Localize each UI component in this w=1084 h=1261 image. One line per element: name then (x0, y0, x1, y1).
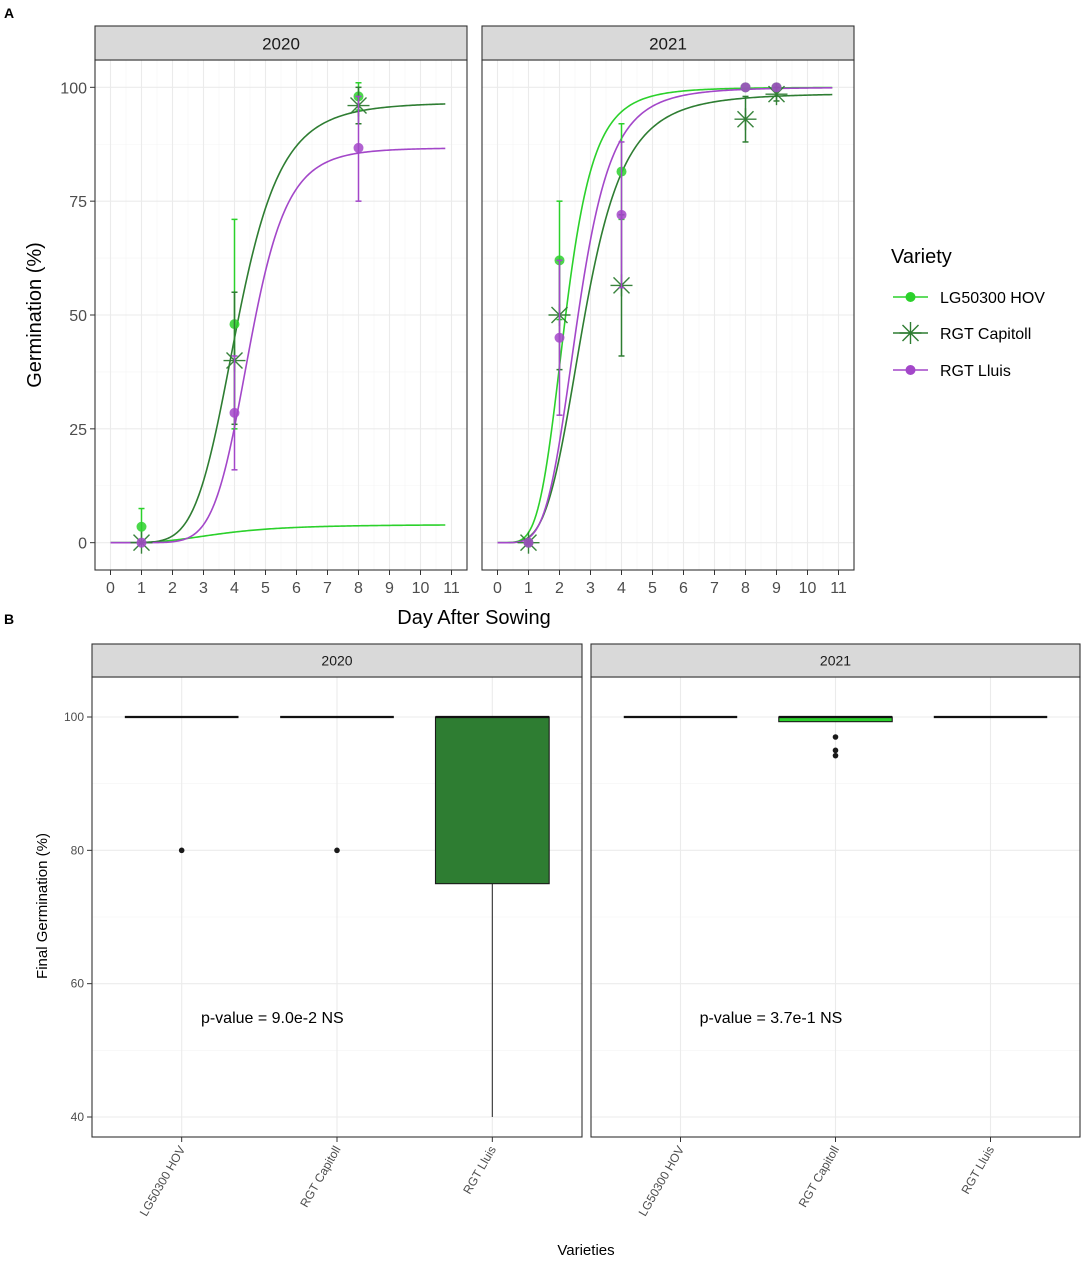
x-axis: 0 1 2 3 4 5 6 7 8 9 10 11 (106, 570, 460, 597)
legend-label: LG50300 HOV (940, 290, 1045, 307)
x-tick-label: 3 (199, 580, 208, 597)
legend-label: RGT Capitoll (940, 326, 1031, 343)
p-value-annotation: p-value = 9.0e-2 NS (201, 1010, 344, 1027)
facet-strip-label: 2021 (820, 653, 851, 669)
x-tick-label: 0 (493, 580, 502, 597)
data-point (229, 407, 240, 418)
x-axis-title: Varieties (557, 1242, 614, 1259)
y-tick-label: 100 (64, 710, 84, 724)
data-layer (497, 82, 833, 554)
data-point (616, 209, 627, 220)
x-tick-label: 6 (292, 580, 301, 597)
legend-key-marker (905, 365, 916, 375)
x-tick-label: 3 (586, 580, 595, 597)
box (434, 716, 550, 885)
legend-keys (893, 292, 928, 375)
x-tick-label: 1 (137, 580, 146, 597)
data-point (136, 537, 147, 548)
outlier-point (178, 847, 185, 854)
x-tick-label: 8 (354, 580, 363, 597)
y-tick-label: 50 (69, 308, 87, 325)
y-axis-title: Final Germination (%) (34, 833, 51, 979)
y-axis: 0 25 50 75 100 (60, 80, 95, 553)
x-tick-label: 0 (106, 580, 115, 597)
x-tick-label: 5 (261, 580, 270, 597)
x-tick-label: 2 (555, 580, 564, 597)
panel-tag-a: A (4, 5, 14, 21)
x-tick-label: 8 (741, 580, 750, 597)
facet-2021: 2021 0 1 2 3 4 5 6 7 8 9 10 11 (481, 25, 855, 597)
y-tick-label: 40 (71, 1110, 85, 1124)
y-tick-label: 100 (60, 80, 87, 97)
legend-title: Variety (891, 246, 952, 268)
x-tick-label: 9 (772, 580, 781, 597)
y-tick-label: 25 (69, 422, 87, 439)
x-tick-label: 11 (443, 580, 460, 597)
x-tick-label: 11 (830, 580, 847, 597)
data-layer (124, 715, 550, 1117)
data-point (734, 108, 757, 131)
facet-strip (481, 25, 855, 61)
facet-2020: 2020 0 1 2 3 4 5 6 7 8 9 10 11 (94, 25, 468, 597)
facet-strip-label: 2021 (649, 35, 687, 54)
y-axis: 40 60 80 100 (64, 710, 92, 1124)
facet-strip-label: 2020 (321, 653, 352, 669)
fitted-curve (110, 524, 446, 544)
x-axis: 0 1 2 3 4 5 6 7 8 9 10 11 (493, 570, 847, 597)
facet-strip-label: 2020 (262, 35, 300, 54)
gridlines (482, 60, 854, 570)
panel-tag-b: B (4, 611, 14, 627)
legend-key-marker (899, 322, 922, 344)
legend-key-marker (905, 292, 916, 302)
final-germination-boxplot: p-value = 9.0e-2 NS 2020 LG50300 HOV RGT … (34, 643, 1081, 1259)
data-point (771, 82, 782, 93)
fitted-curve (110, 103, 446, 544)
facet-strip (91, 643, 583, 678)
facet-strip (94, 25, 468, 61)
data-point (523, 537, 534, 548)
x-tick-label: 4 (230, 580, 239, 597)
data-point (554, 332, 565, 343)
data-layer (623, 715, 1048, 759)
fitted-curve (110, 147, 446, 544)
y-axis-title: Germination (%) (24, 242, 46, 388)
x-tick-label: 7 (323, 580, 332, 597)
y-tick-label: 0 (78, 536, 87, 553)
facet-2020: p-value = 9.0e-2 NS 2020 LG50300 HOV RGT … (91, 643, 583, 1219)
y-tick-label: 75 (69, 194, 87, 211)
outlier-point (832, 752, 839, 759)
x-tick-label: 2 (168, 580, 177, 597)
x-tick-label: 10 (412, 580, 430, 597)
data-layer (110, 82, 446, 554)
legend-label: RGT Lluis (940, 363, 1011, 380)
x-tick-label: 1 (524, 580, 533, 597)
x-tick-label: 9 (385, 580, 394, 597)
outlier-point (334, 847, 340, 854)
data-point (353, 142, 364, 153)
y-tick-label: 80 (71, 843, 85, 857)
x-tick-label: 6 (679, 580, 688, 597)
p-value-annotation: p-value = 3.7e-1 NS (700, 1010, 843, 1027)
outlier-point (832, 747, 839, 754)
germination-curves-chart: 2020 0 1 2 3 4 5 6 7 8 9 10 11 2021 0 1 2 3 4 5 6 7 8 9 10 11 … (24, 25, 1045, 629)
data-point (740, 82, 751, 93)
facet-strip (590, 643, 1081, 678)
outlier-point (832, 734, 839, 740)
x-axis-title: Day After Sowing (397, 607, 550, 629)
y-tick-label: 60 (71, 977, 85, 991)
facet-2021: p-value = 3.7e-1 NS 2021 LG50300 HOV RGT … (590, 643, 1081, 1219)
x-tick-label: 10 (799, 580, 817, 597)
x-tick-label: 4 (617, 580, 626, 597)
data-point (136, 521, 147, 532)
x-tick-label: 5 (648, 580, 657, 597)
legend: Variety LG50300 HOV RGT Capitoll RGT Llu… (891, 246, 1045, 380)
x-tick-label: 7 (710, 580, 719, 597)
